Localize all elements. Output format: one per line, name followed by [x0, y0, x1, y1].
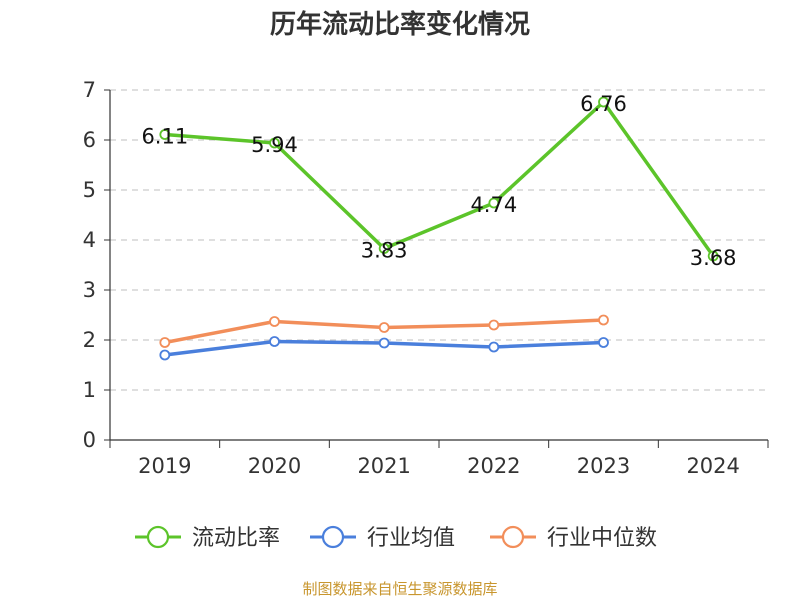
data-label: 6.11	[141, 125, 188, 149]
y-tick-label: 4	[83, 228, 96, 252]
source-note: 制图数据来自恒生聚源数据库	[302, 580, 498, 598]
data-point[interactable]	[159, 349, 171, 361]
data-point[interactable]	[159, 337, 171, 348]
legend-swatch-marker[interactable]	[501, 525, 525, 549]
x-tick-label: 2023	[577, 454, 630, 478]
legend-swatch-marker[interactable]	[321, 525, 345, 549]
legend-label[interactable]: 行业中位数	[547, 526, 657, 551]
data-point[interactable]	[598, 337, 609, 348]
y-tick-label: 1	[83, 378, 96, 402]
legend-swatch-marker[interactable]	[146, 525, 170, 549]
x-tick-label: 2024	[686, 454, 739, 478]
data-point[interactable]	[378, 243, 390, 254]
data-labels: 6.11 5.94 3.83 4.74 6.76 3.68	[141, 92, 736, 270]
data-point[interactable]	[488, 341, 500, 353]
data-label: 3.83	[361, 239, 408, 263]
data-point[interactable]	[488, 319, 500, 331]
y-tick-label: 0	[83, 428, 96, 452]
series-lines	[159, 96, 719, 361]
data-point[interactable]	[269, 336, 280, 347]
data-label: 4.74	[470, 193, 517, 217]
x-tick-label: 2020	[248, 454, 301, 478]
legend-label[interactable]: 流动比率	[192, 526, 280, 551]
data-point[interactable]	[707, 250, 719, 262]
data-point[interactable]	[269, 316, 280, 327]
data-point[interactable]	[378, 322, 390, 333]
x-tick-label: 2022	[467, 454, 520, 478]
y-tick-label: 7	[83, 78, 96, 102]
data-point[interactable]	[378, 337, 390, 349]
data-label: 3.68	[690, 246, 737, 270]
data-point[interactable]	[598, 314, 609, 326]
data-label: 6.76	[580, 92, 627, 116]
chart-title: 历年流动比率变化情况	[269, 10, 530, 40]
data-point[interactable]	[159, 129, 171, 140]
legend-label[interactable]: 行业均值	[367, 526, 455, 551]
y-tick-label: 5	[83, 178, 96, 202]
x-tick-label: 2019	[138, 454, 191, 478]
x-tick-label: 2021	[357, 454, 410, 478]
legend: 流动比率 行业均值 行业中位数	[135, 525, 657, 551]
data-point[interactable]	[488, 197, 500, 209]
axes: 0 1 2 3 4 5 6 7 2019 2020 2021 2022 2023 2024	[83, 78, 769, 478]
data-point[interactable]	[598, 96, 609, 108]
y-tick-label: 6	[83, 128, 96, 152]
y-tick-label: 3	[83, 278, 96, 302]
series-line	[164, 100, 715, 258]
data-point[interactable]	[269, 137, 280, 149]
y-tick-label: 2	[83, 328, 96, 352]
data-label: 5.94	[251, 133, 298, 157]
